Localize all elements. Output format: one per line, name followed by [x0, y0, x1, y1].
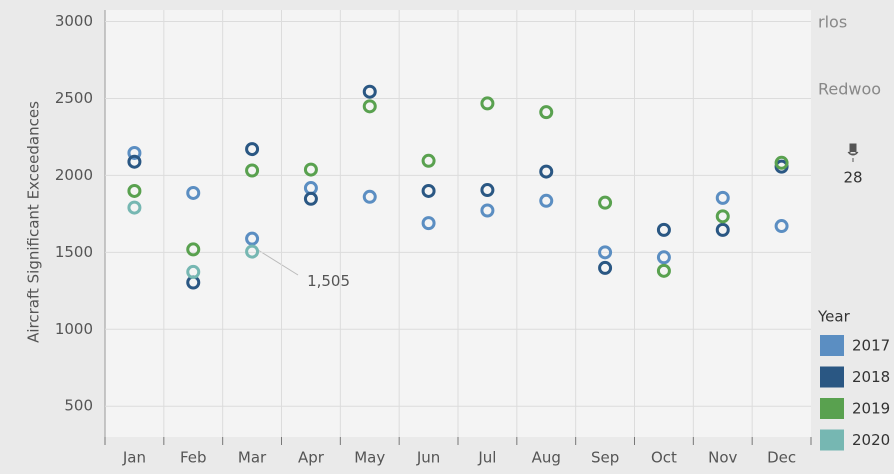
dot	[186, 242, 201, 257]
dot	[715, 209, 730, 224]
dot	[539, 193, 554, 208]
dot	[774, 219, 789, 234]
x-tick-label: Apr	[298, 449, 325, 467]
dot	[186, 264, 201, 279]
y-tick-label: 2000	[55, 166, 93, 184]
dot	[421, 216, 436, 231]
y-tick-label: 1500	[55, 243, 93, 261]
x-tick-label: Sep	[591, 449, 619, 467]
y-axis-title: Aircraft Significant Exceedances	[25, 101, 43, 343]
map-label: rlos	[818, 13, 847, 32]
legend-label: 2018	[852, 368, 890, 386]
dot	[127, 183, 142, 198]
x-tick-label: Jan	[122, 449, 146, 467]
dot	[245, 244, 260, 259]
map-label: 28	[843, 169, 862, 187]
dot	[480, 183, 495, 198]
dot	[186, 185, 201, 200]
x-tick-label: Jun	[416, 449, 440, 467]
dot	[245, 231, 260, 246]
dot	[598, 260, 613, 275]
dot	[127, 154, 142, 169]
dot	[362, 99, 377, 114]
map-label: Redwoo	[818, 80, 881, 99]
dot	[480, 96, 495, 111]
dot	[539, 105, 554, 120]
x-tick-label: Dec	[767, 449, 796, 467]
dot	[480, 203, 495, 218]
dot	[598, 245, 613, 260]
dot	[656, 222, 671, 237]
y-tick-label: 500	[64, 397, 93, 415]
dot	[656, 250, 671, 265]
y-tick-label: 1000	[55, 320, 93, 338]
dot	[303, 162, 318, 177]
map-icon	[847, 143, 859, 162]
legend-label: 2020	[852, 431, 890, 449]
legend-swatch	[820, 398, 844, 419]
legend-swatch	[820, 335, 844, 356]
dot	[598, 195, 613, 210]
legend-label: 2017	[852, 337, 890, 355]
x-tick-label: May	[354, 449, 385, 467]
y-tick-label: 2500	[55, 89, 93, 107]
dot	[127, 145, 142, 160]
dot	[245, 142, 260, 157]
data-label: 1,505	[307, 272, 350, 290]
x-tick-label: Nov	[708, 449, 737, 467]
legend-title: Year	[817, 308, 851, 326]
dot	[774, 155, 789, 170]
x-tick-label: Feb	[180, 449, 207, 467]
legend-label: 2019	[852, 400, 890, 418]
y-tick-label: 3000	[55, 12, 93, 30]
x-tick-label: Jul	[477, 449, 496, 467]
dot	[245, 163, 260, 178]
legend-swatch	[820, 429, 844, 451]
x-tick-label: Aug	[532, 449, 561, 467]
legend-swatch	[820, 366, 844, 388]
dot	[656, 263, 671, 278]
dot	[362, 84, 377, 99]
x-tick-label: Mar	[238, 449, 267, 467]
annotation-line	[257, 249, 299, 276]
dot	[539, 164, 554, 179]
dot	[715, 222, 730, 237]
dot	[362, 189, 377, 204]
dot	[715, 190, 730, 205]
dot	[127, 200, 142, 215]
dot	[421, 153, 436, 168]
x-tick-label: Oct	[651, 449, 677, 467]
dot	[421, 183, 436, 198]
dot	[303, 191, 318, 206]
